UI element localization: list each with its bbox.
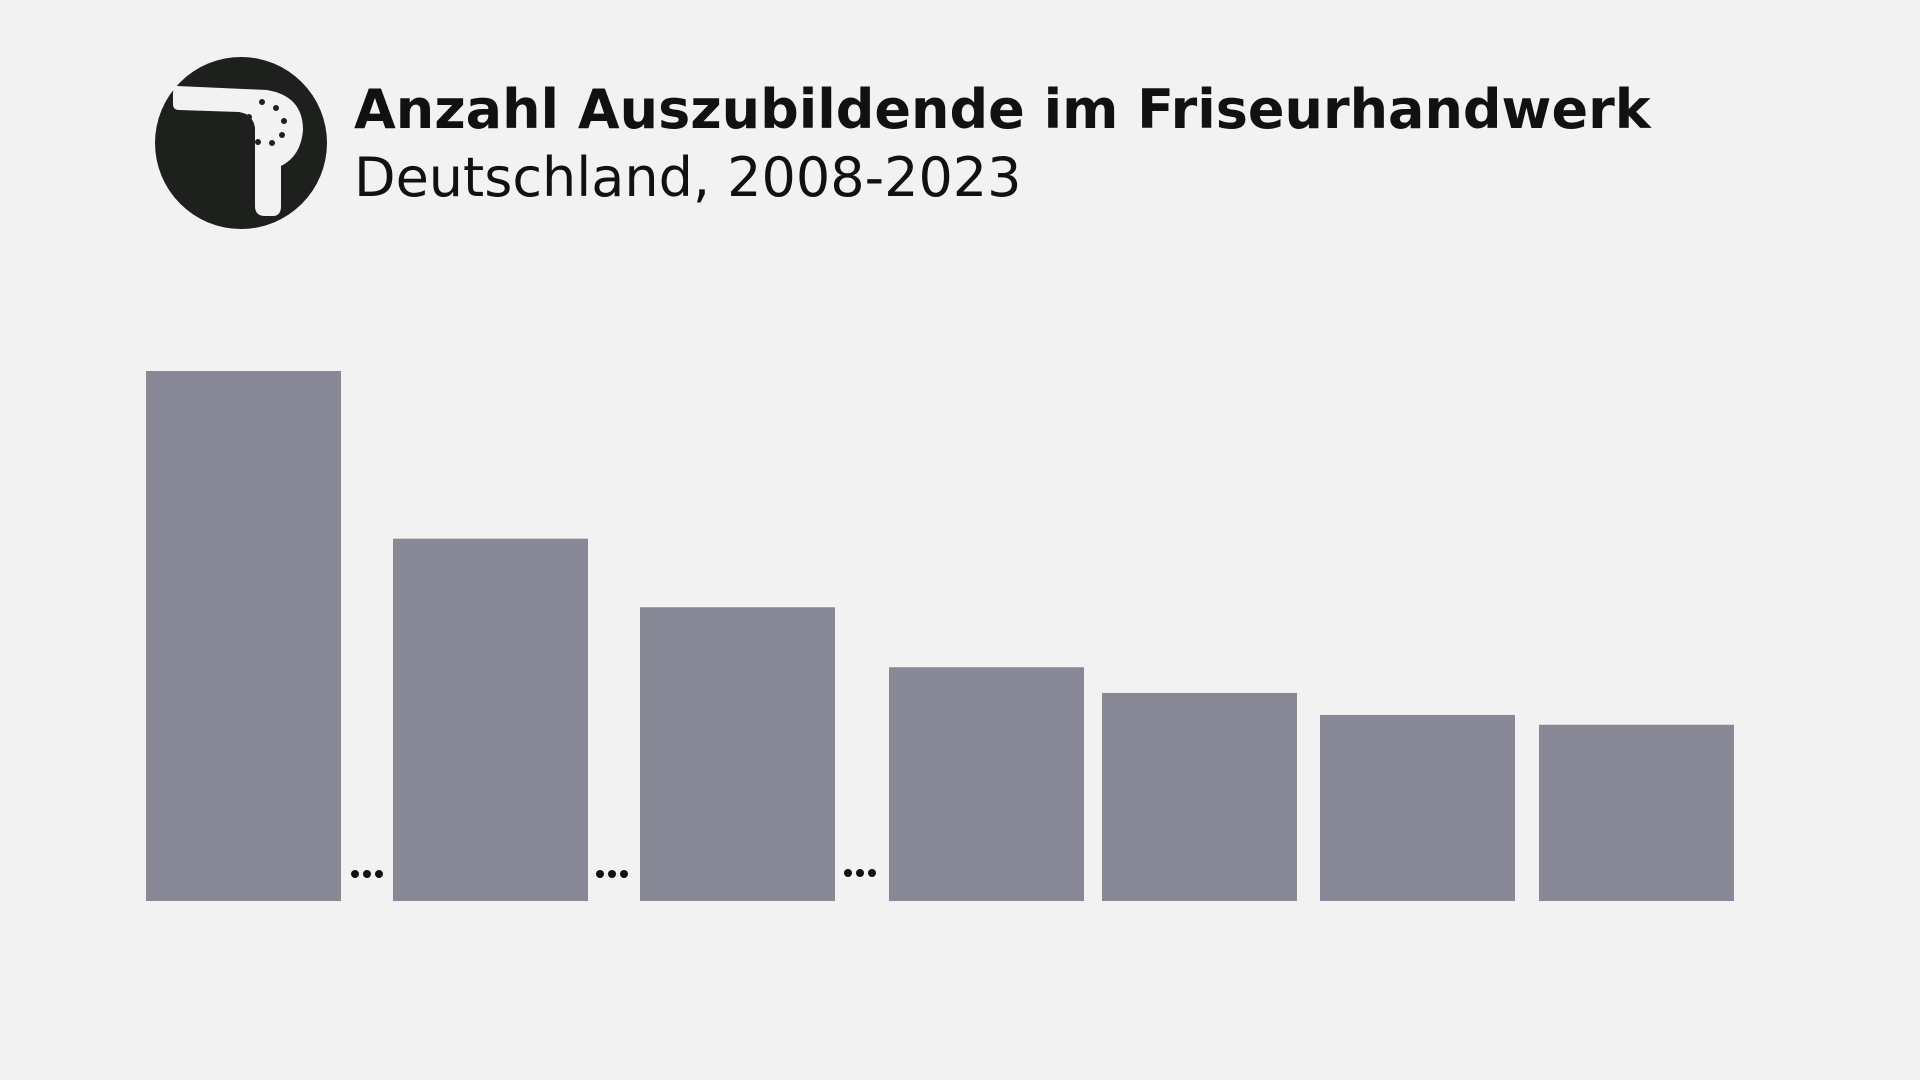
chart-title: Anzahl Auszubildende im Friseurhandwerk [354, 78, 1652, 141]
chart-subtitle: Deutschland, 2008-2023 [354, 146, 1022, 209]
bar [889, 667, 1084, 901]
bar [1539, 724, 1734, 901]
bar [1320, 714, 1515, 901]
bar [393, 538, 588, 901]
icon [155, 57, 327, 229]
bar [640, 607, 835, 901]
gap-dots [351, 869, 876, 878]
bar [1102, 692, 1297, 901]
bar [146, 371, 341, 901]
